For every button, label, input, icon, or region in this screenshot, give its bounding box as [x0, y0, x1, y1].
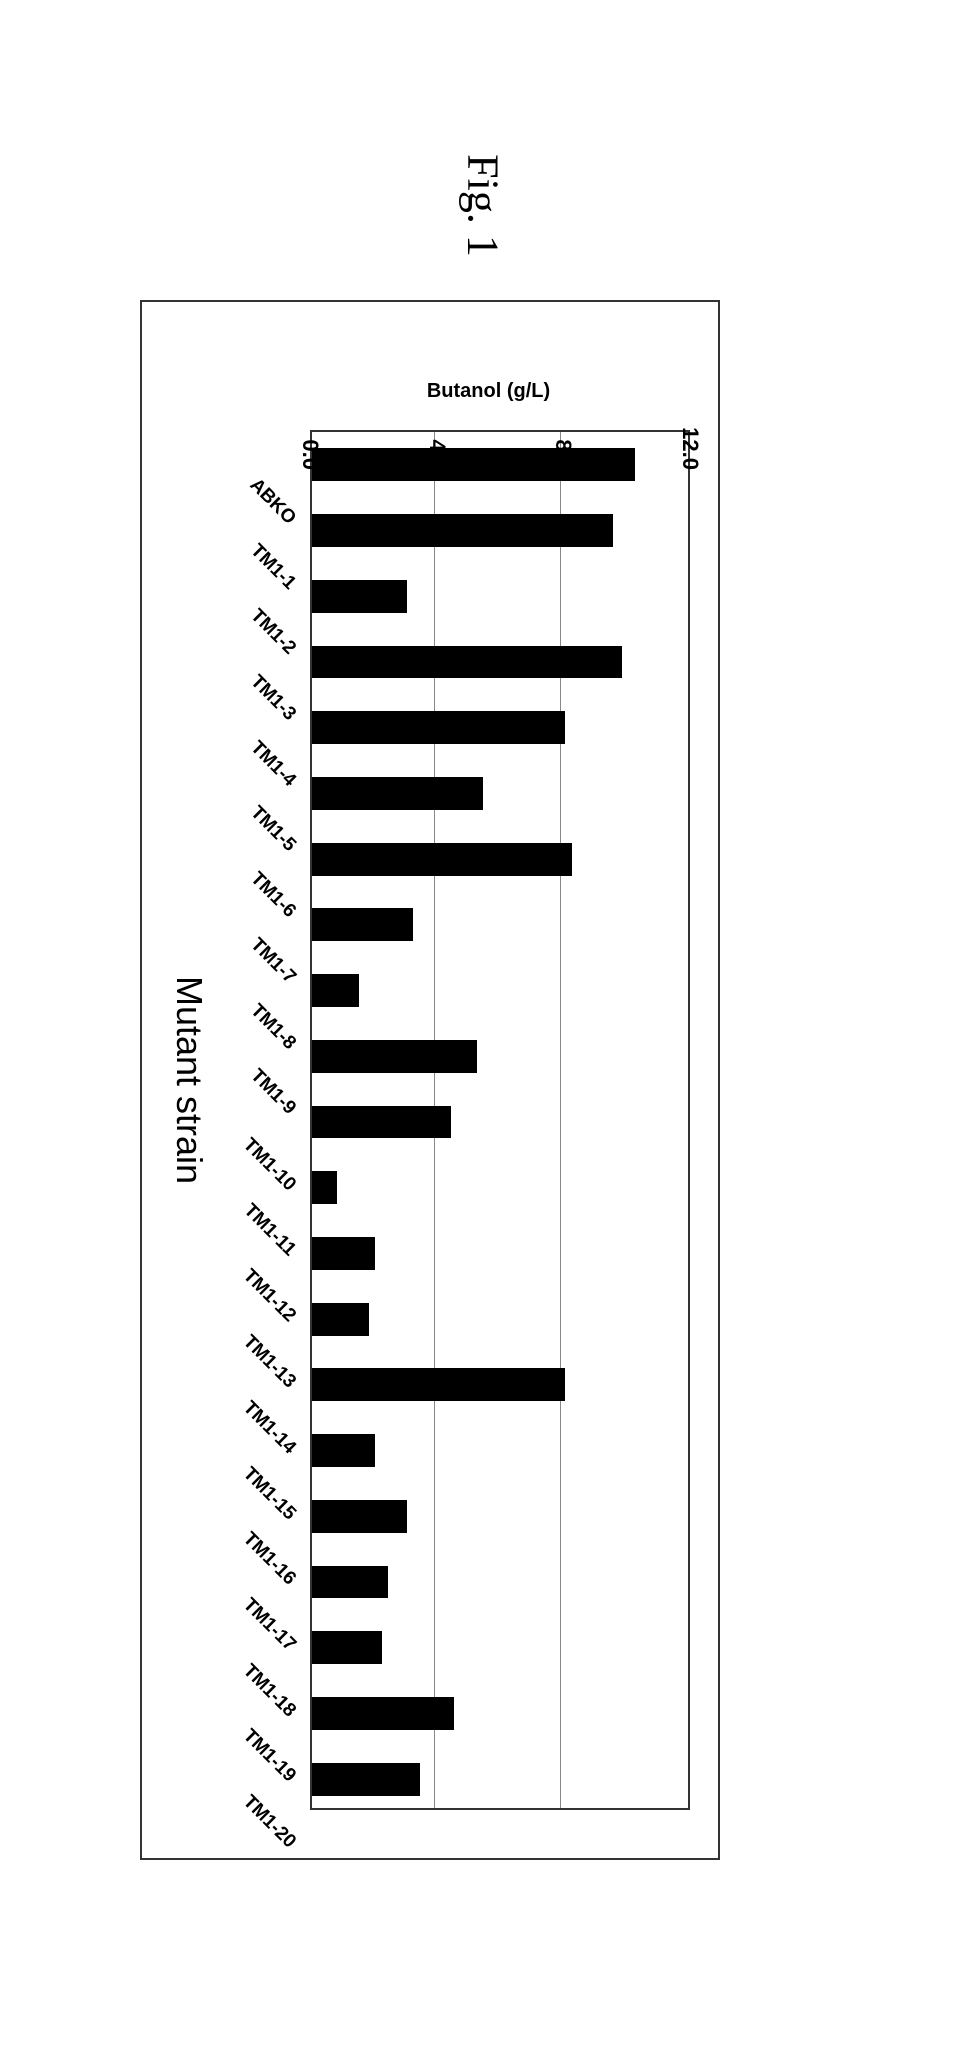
- bar: [312, 1566, 388, 1599]
- bar: [312, 1500, 407, 1533]
- y-tick-label: 0.0: [297, 420, 323, 470]
- bar: [312, 1434, 375, 1467]
- bar: [312, 646, 622, 679]
- bar: [312, 514, 613, 547]
- bar: [312, 1040, 477, 1073]
- y-tick-label: 4.0: [424, 420, 450, 470]
- chart-container: Butanol (g/L) Mutant strain 0.0 4.0 8.0 12.…: [120, 300, 720, 1860]
- bar: [312, 1303, 369, 1336]
- bar: [312, 1106, 451, 1139]
- bar: [312, 974, 360, 1007]
- y-tick-label: 8.0: [550, 420, 576, 470]
- bar: [312, 1631, 382, 1664]
- bar: [312, 1237, 375, 1270]
- bar: [312, 448, 635, 481]
- figure-title: Fig. 1: [458, 154, 509, 257]
- bar: [312, 1368, 565, 1401]
- bar: [312, 1697, 455, 1730]
- y-axis-label: Butanol (g/L): [427, 380, 550, 403]
- bar: [312, 908, 413, 941]
- bar: [312, 580, 407, 613]
- bar: [312, 843, 572, 876]
- bar: [312, 1763, 420, 1796]
- y-tick-label: 12.0: [677, 420, 703, 470]
- x-axis-label: Mutant strain: [168, 976, 210, 1184]
- chart-wrapper: Butanol (g/L) Mutant strain 0.04.08.012.…: [0, 780, 966, 1380]
- bar: [312, 1171, 337, 1204]
- bar: [312, 711, 565, 744]
- gridline: [560, 432, 561, 1808]
- plot-area: [310, 430, 690, 1810]
- bar: [312, 777, 483, 810]
